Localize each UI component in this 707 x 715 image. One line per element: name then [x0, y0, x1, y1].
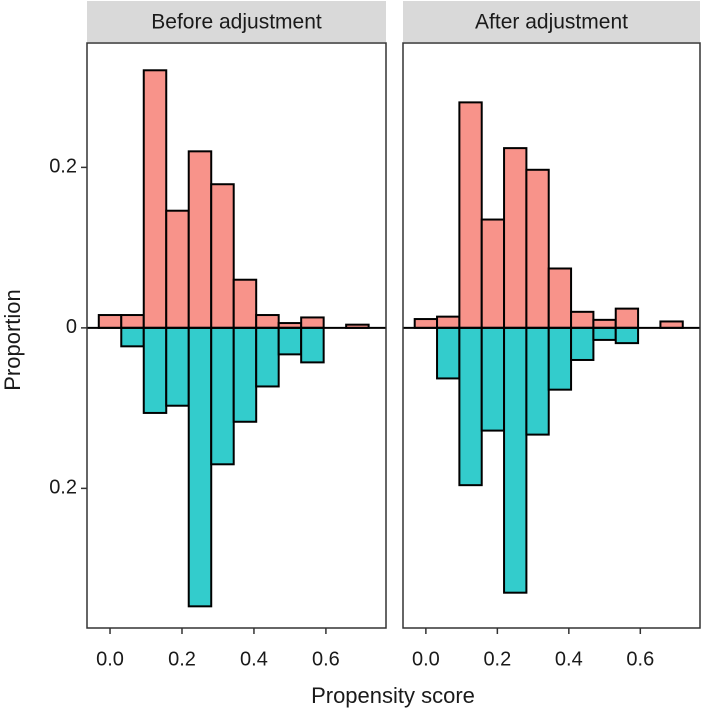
panel-border — [86, 42, 387, 629]
bar — [255, 314, 280, 329]
strip — [403, 1, 700, 42]
bar — [436, 315, 461, 329]
bar — [436, 326, 461, 380]
x-tick-label: 0.0 — [96, 648, 124, 670]
bar — [458, 101, 483, 329]
bar — [210, 183, 235, 329]
bar — [503, 147, 528, 329]
x-tick-label: 0.2 — [168, 648, 196, 670]
bar — [570, 326, 595, 361]
bar — [97, 314, 123, 329]
bar — [120, 314, 145, 329]
x-tick-label: 0.6 — [312, 648, 340, 670]
bar — [614, 307, 640, 329]
bar — [120, 326, 145, 348]
bar — [525, 326, 550, 436]
bar — [547, 267, 573, 329]
x-tick-label: 0.4 — [240, 648, 268, 670]
strip-title: Before adjustment — [151, 11, 322, 34]
y-tick-label: 0 — [66, 316, 77, 338]
bar — [570, 310, 595, 329]
bar — [165, 326, 190, 407]
x-axis-title: Propensity score — [311, 683, 475, 708]
bar — [232, 326, 258, 423]
bar — [187, 150, 213, 329]
bar — [255, 326, 280, 388]
bar — [592, 326, 617, 341]
bar — [142, 326, 168, 414]
bar — [480, 326, 506, 432]
bar — [277, 326, 303, 356]
bar — [187, 326, 213, 608]
y-axis-title: Proportion — [0, 289, 25, 391]
strip — [87, 1, 386, 42]
bar — [413, 318, 439, 329]
strip-title: After adjustment — [475, 11, 628, 34]
bar — [232, 278, 258, 329]
bar — [300, 326, 325, 364]
bar — [525, 168, 550, 329]
bar — [547, 326, 573, 391]
bar — [480, 218, 506, 329]
bar — [300, 316, 325, 329]
bar — [458, 326, 483, 487]
panel-border — [402, 42, 701, 629]
bar — [503, 326, 528, 594]
bar — [210, 326, 235, 466]
y-tick-label: 0.2 — [49, 156, 77, 178]
bar — [614, 326, 640, 345]
x-tick-label: 0.6 — [626, 648, 654, 670]
bar — [142, 69, 168, 329]
bar — [592, 318, 617, 329]
x-tick-label: 0.0 — [412, 648, 440, 670]
bar — [165, 209, 190, 329]
x-tick-label: 0.4 — [555, 648, 583, 670]
y-tick-label: 0.2 — [49, 477, 77, 499]
x-tick-label: 0.2 — [483, 648, 511, 670]
